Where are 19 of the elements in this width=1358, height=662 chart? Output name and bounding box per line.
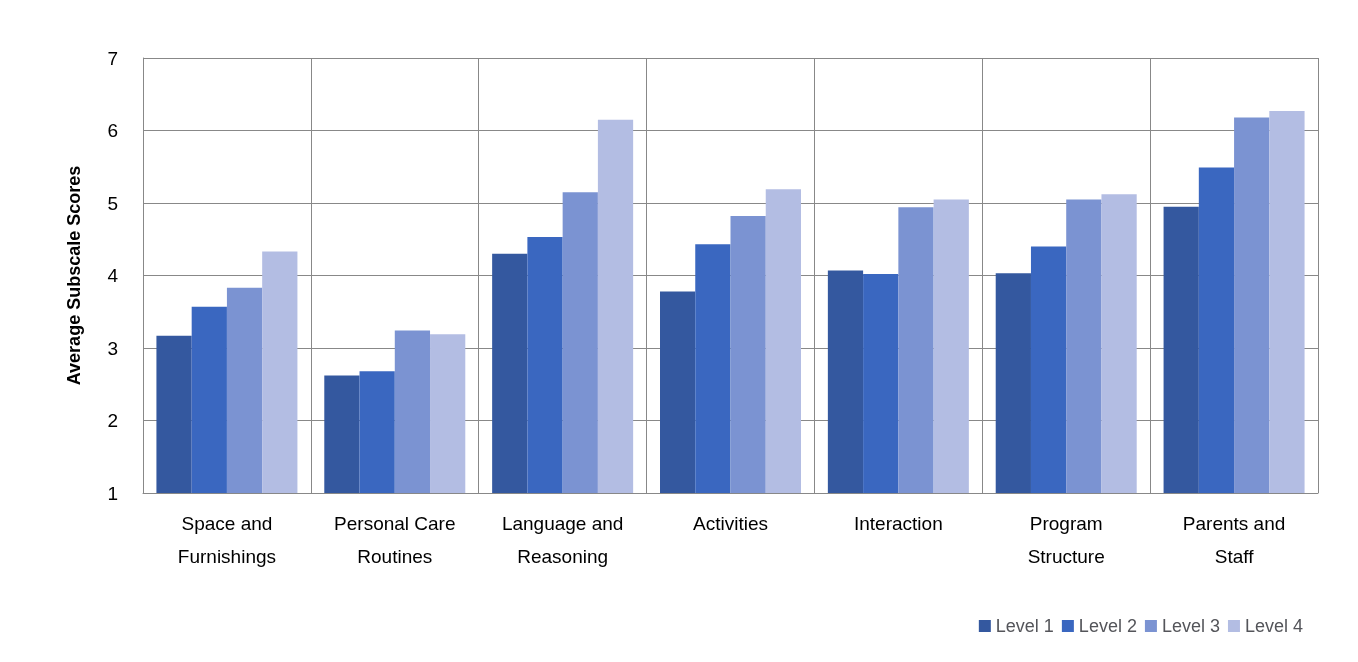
- x-tick-label: Activities: [693, 513, 768, 534]
- legend-label: Level 4: [1244, 616, 1303, 636]
- y-tick-label: 2: [107, 410, 118, 431]
- y-tick-label: 6: [107, 120, 118, 141]
- legend-label: Level 3: [1161, 616, 1220, 636]
- y-axis-title: Average Subscale Scores: [64, 165, 84, 386]
- x-tick-label: Parents and Staff: [1182, 513, 1286, 567]
- x-tick-label: Language and Reasoning: [501, 513, 624, 567]
- y-tick-label: 5: [107, 192, 118, 214]
- x-tick-label: Interaction: [853, 513, 943, 534]
- x-tick-label: Personal Care Routines: [334, 513, 456, 567]
- x-tick-label: Program Structure: [1027, 513, 1105, 567]
- y-tick-label: 3: [107, 337, 118, 359]
- y-tick-label: 1: [107, 482, 118, 504]
- y-tick-label: 4: [107, 265, 119, 286]
- x-tick-label: Space and Furnishings: [177, 513, 277, 567]
- legend-label: Level 2: [1078, 616, 1137, 636]
- y-tick-label: 7: [107, 47, 118, 69]
- legend-label: Level 1: [995, 616, 1054, 636]
